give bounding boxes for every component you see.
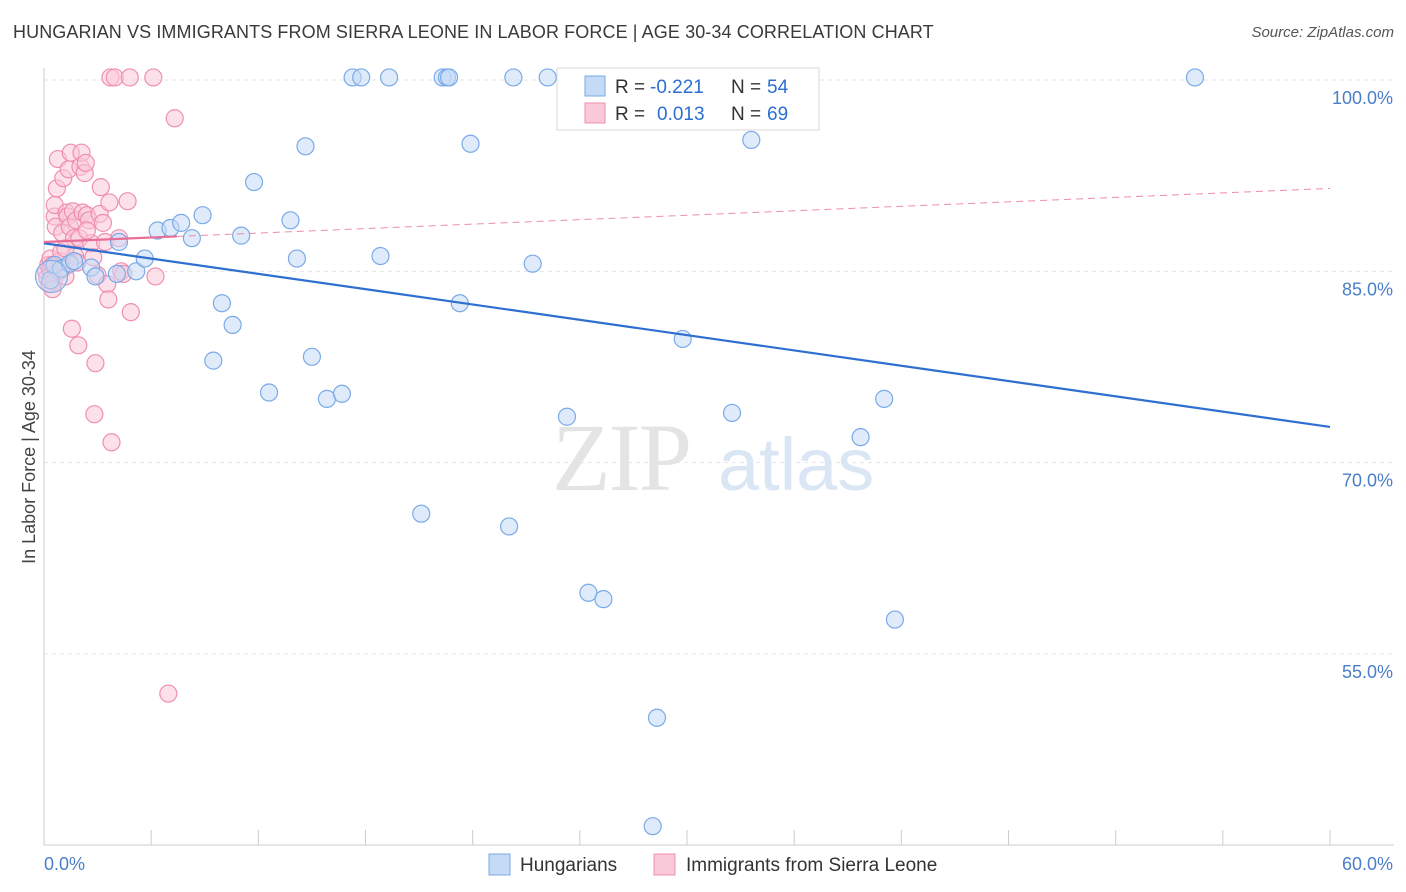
point-hungarians [223,315,242,335]
point-hungarians [332,384,352,403]
y-tick-labels: 55.0% 70.0% 85.0% 100.0% [1332,88,1393,682]
point-sierra-leone [85,405,104,424]
point-hungarians [296,137,315,156]
point-sierra-leone [76,153,95,173]
point-hungarians [500,517,519,536]
point-hungarians [742,130,761,150]
point-hungarians [109,232,129,252]
point-hungarians [64,252,84,271]
stats-r-value-0: -0.221 [650,77,704,98]
x-tick-marks [43,830,1331,845]
point-hungarians [193,206,212,225]
y-tick-label-55: 55.0% [1342,662,1393,682]
point-hungarians [875,389,894,408]
point-hungarians [204,351,223,370]
y-axis-label: In Labor Force | Age 30-34 [19,350,39,564]
point-hungarians [287,249,307,268]
stats-swatch-sierra-leone [584,102,606,124]
point-sierra-leone [93,213,113,232]
point-hungarians [379,68,399,87]
chart-source: Source: ZipAtlas.com [1251,24,1394,41]
gridlines [44,79,1394,655]
stats-box: R = -0.221 N = 54 R = 0.013 N = 69 [556,67,820,131]
legend-swatch-sierra-leone[interactable] [653,853,676,876]
point-sierra-leone [120,68,139,87]
point-hungarians [579,583,598,602]
point-sierra-leone [86,354,105,373]
y-tick-label-70: 70.0% [1342,471,1393,491]
chart-title: HUNGARIAN VS IMMIGRANTS FROM SIERRA LEON… [13,22,934,42]
point-hungarians [722,403,742,423]
point-sierra-leone [100,193,119,212]
point-hungarians [352,68,371,87]
stats-r-label-0: R = [615,77,645,98]
legend-label-sierra-leone[interactable]: Immigrants from Sierra Leone [686,855,937,876]
legend-label-hungarians[interactable]: Hungarians [520,855,617,876]
point-sierra-leone [144,68,163,87]
point-sierra-leone [62,319,81,338]
x-tick-label-60: 60.0% [1342,854,1393,874]
point-hungarians [647,708,667,727]
point-sierra-leone [118,192,137,211]
point-hungarians [232,226,251,245]
point-sierra-leone [91,178,110,197]
point-sierra-leone [159,684,178,703]
point-hungarians [504,68,523,87]
legend: Hungarians Immigrants from Sierra Leone [488,853,937,876]
watermark-zip: ZIP [552,404,690,511]
point-hungarians [259,383,279,402]
point-hungarians [1185,68,1205,87]
point-hungarians [439,68,459,87]
point-sierra-leone [99,290,118,309]
watermark-atlas: atlas [718,423,874,506]
trend-line-sierra-leone-dashed [176,187,1331,237]
point-sierra-leone [121,303,140,322]
point-hungarians [127,262,146,281]
point-hungarians [244,172,264,192]
point-hungarians [86,267,105,286]
point-hungarians [172,213,191,232]
point-hungarians [643,817,662,836]
stats-r-label-1: R = [615,104,645,125]
point-sierra-leone [69,336,88,355]
point-hungarians-cluster [34,259,69,294]
point-hungarians [851,428,870,447]
stats-r-value-1: 0.013 [657,104,705,125]
y-tick-label-100: 100.0% [1332,88,1393,108]
point-hungarians [538,68,557,87]
point-sierra-leone [165,109,184,128]
trend-line-hungarians [43,242,1331,429]
legend-swatch-hungarians[interactable] [488,853,511,876]
point-hungarians [107,264,126,283]
x-tick-label-0: 0.0% [44,854,85,874]
point-hungarians [523,254,542,273]
point-hungarians [557,407,577,426]
point-sierra-leone [146,267,165,286]
point-hungarians [182,229,201,248]
stats-n-label-1: N = [731,104,761,125]
point-hungarians [212,294,231,313]
stats-swatch-hungarians [584,75,606,97]
point-hungarians [281,211,300,230]
point-sierra-leone [77,221,96,240]
point-hungarians [412,504,431,523]
point-hungarians [885,610,905,629]
point-hungarians [371,246,390,266]
trend-line-sierra-leone-solid [43,235,177,244]
point-sierra-leone [102,433,121,452]
point-hungarians [461,134,480,153]
y-tick-label-85: 85.0% [1342,279,1393,299]
series-sierra-leone-points [37,68,184,703]
stats-n-value-1: 69 [767,104,788,125]
trend-lines [43,187,1331,429]
stats-n-label-0: N = [731,77,761,98]
stats-n-value-0: 54 [767,77,789,98]
point-hungarians [302,347,322,366]
point-hungarians [594,590,613,609]
